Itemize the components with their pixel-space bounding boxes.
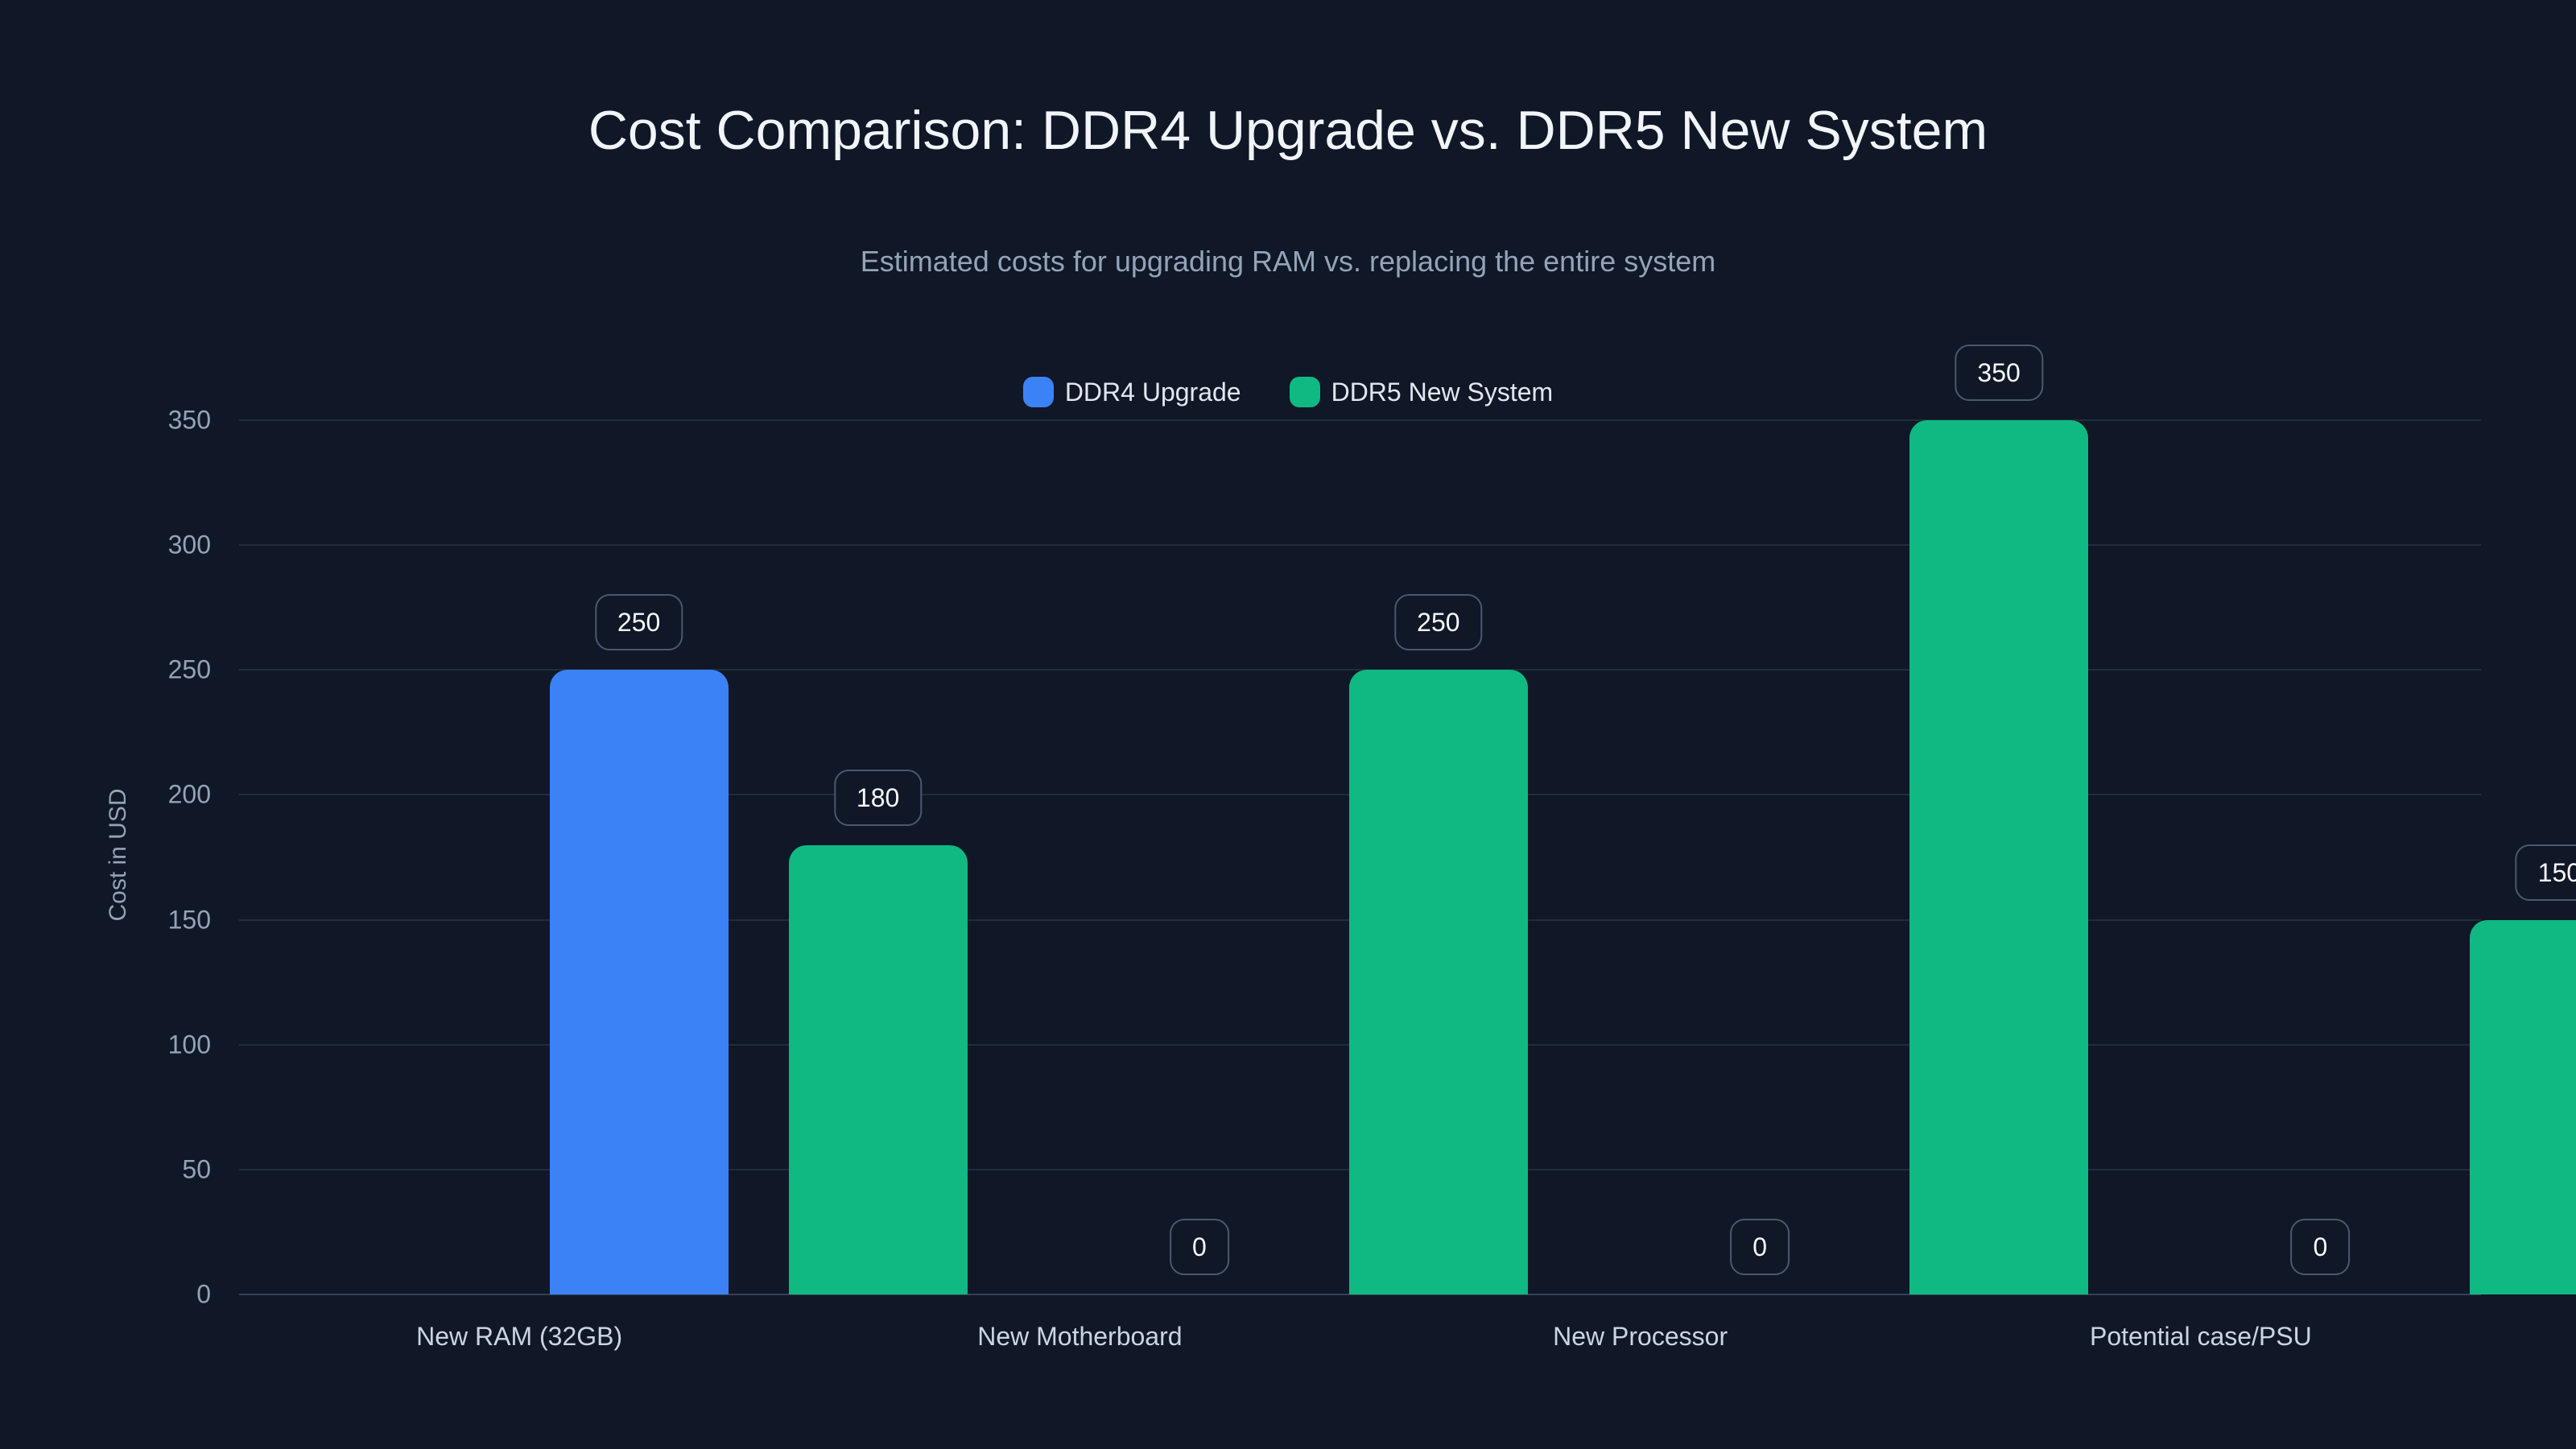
plot-area: 250 180 0 250 0 350 0 150 [239,345,2576,1295]
bar-ddr5-new-system-new-ram-32gb[interactable] [788,844,968,1294]
x-label-new-motherboard: New Motherboard [977,1322,1183,1351]
y-tick-150: 150 [167,905,211,935]
value-label-ddr4-upgrade-new-ram-32gb: 250 [594,594,683,651]
gridline-350 [239,419,2481,421]
legend-item-ddr4-upgrade[interactable]: DDR4 Upgrade [1022,377,1241,407]
value-label-ddr4-upgrade-new-motherboard: 0 [1169,1219,1229,1275]
legend-swatch-ddr5-new-system [1289,377,1320,407]
value-label-ddr5-new-system-new-ram-32gb: 180 [833,769,923,826]
chart-title: Cost Comparison: DDR4 Upgrade vs. DDR5 N… [588,100,1988,161]
value-label-ddr5-new-system-potential-case-psu: 150 [2515,844,2576,901]
legend-item-ddr5-new-system[interactable]: DDR5 New System [1289,377,1554,407]
gridline-300 [239,544,2481,547]
y-tick-300: 300 [167,530,211,559]
y-tick-350: 350 [167,405,211,435]
legend: DDR4 Upgrade DDR5 New System [0,377,2576,407]
gridline-250 [239,669,2481,671]
y-tick-200: 200 [167,779,211,809]
value-label-ddr5-new-system-new-motherboard: 250 [1394,594,1483,651]
x-label-new-ram-32gb: New RAM (32GB) [416,1322,623,1351]
y-tick-250: 250 [167,654,211,684]
y-tick-100: 100 [167,1030,211,1059]
x-label-new-processor: New Processor [1553,1322,1728,1351]
legend-label-ddr4-upgrade: DDR4 Upgrade [1064,378,1241,407]
y-tick-0: 0 [196,1279,211,1309]
value-label-ddr4-upgrade-potential-case-psu: 0 [2290,1219,2351,1275]
bar-ddr5-new-system-new-motherboard[interactable] [1348,670,1528,1294]
legend-label-ddr5-new-system: DDR5 New System [1331,378,1554,407]
y-tick-50: 50 [182,1154,211,1184]
x-label-potential-case-psu: Potential case/PSU [2090,1322,2312,1351]
value-label-ddr4-upgrade-new-processor: 0 [1730,1219,1790,1275]
bar-ddr4-upgrade-new-ram-32gb[interactable] [549,670,729,1294]
bar-ddr5-new-system-new-processor[interactable] [1909,420,2089,1294]
legend-swatch-ddr4-upgrade [1022,377,1054,407]
chart-subtitle: Estimated costs for upgrading RAM vs. re… [860,245,1716,278]
x-axis-baseline [239,1294,2481,1295]
value-label-ddr5-new-system-new-processor: 350 [1955,345,2043,401]
bar-ddr5-new-system-potential-case-psu[interactable] [2470,919,2576,1294]
